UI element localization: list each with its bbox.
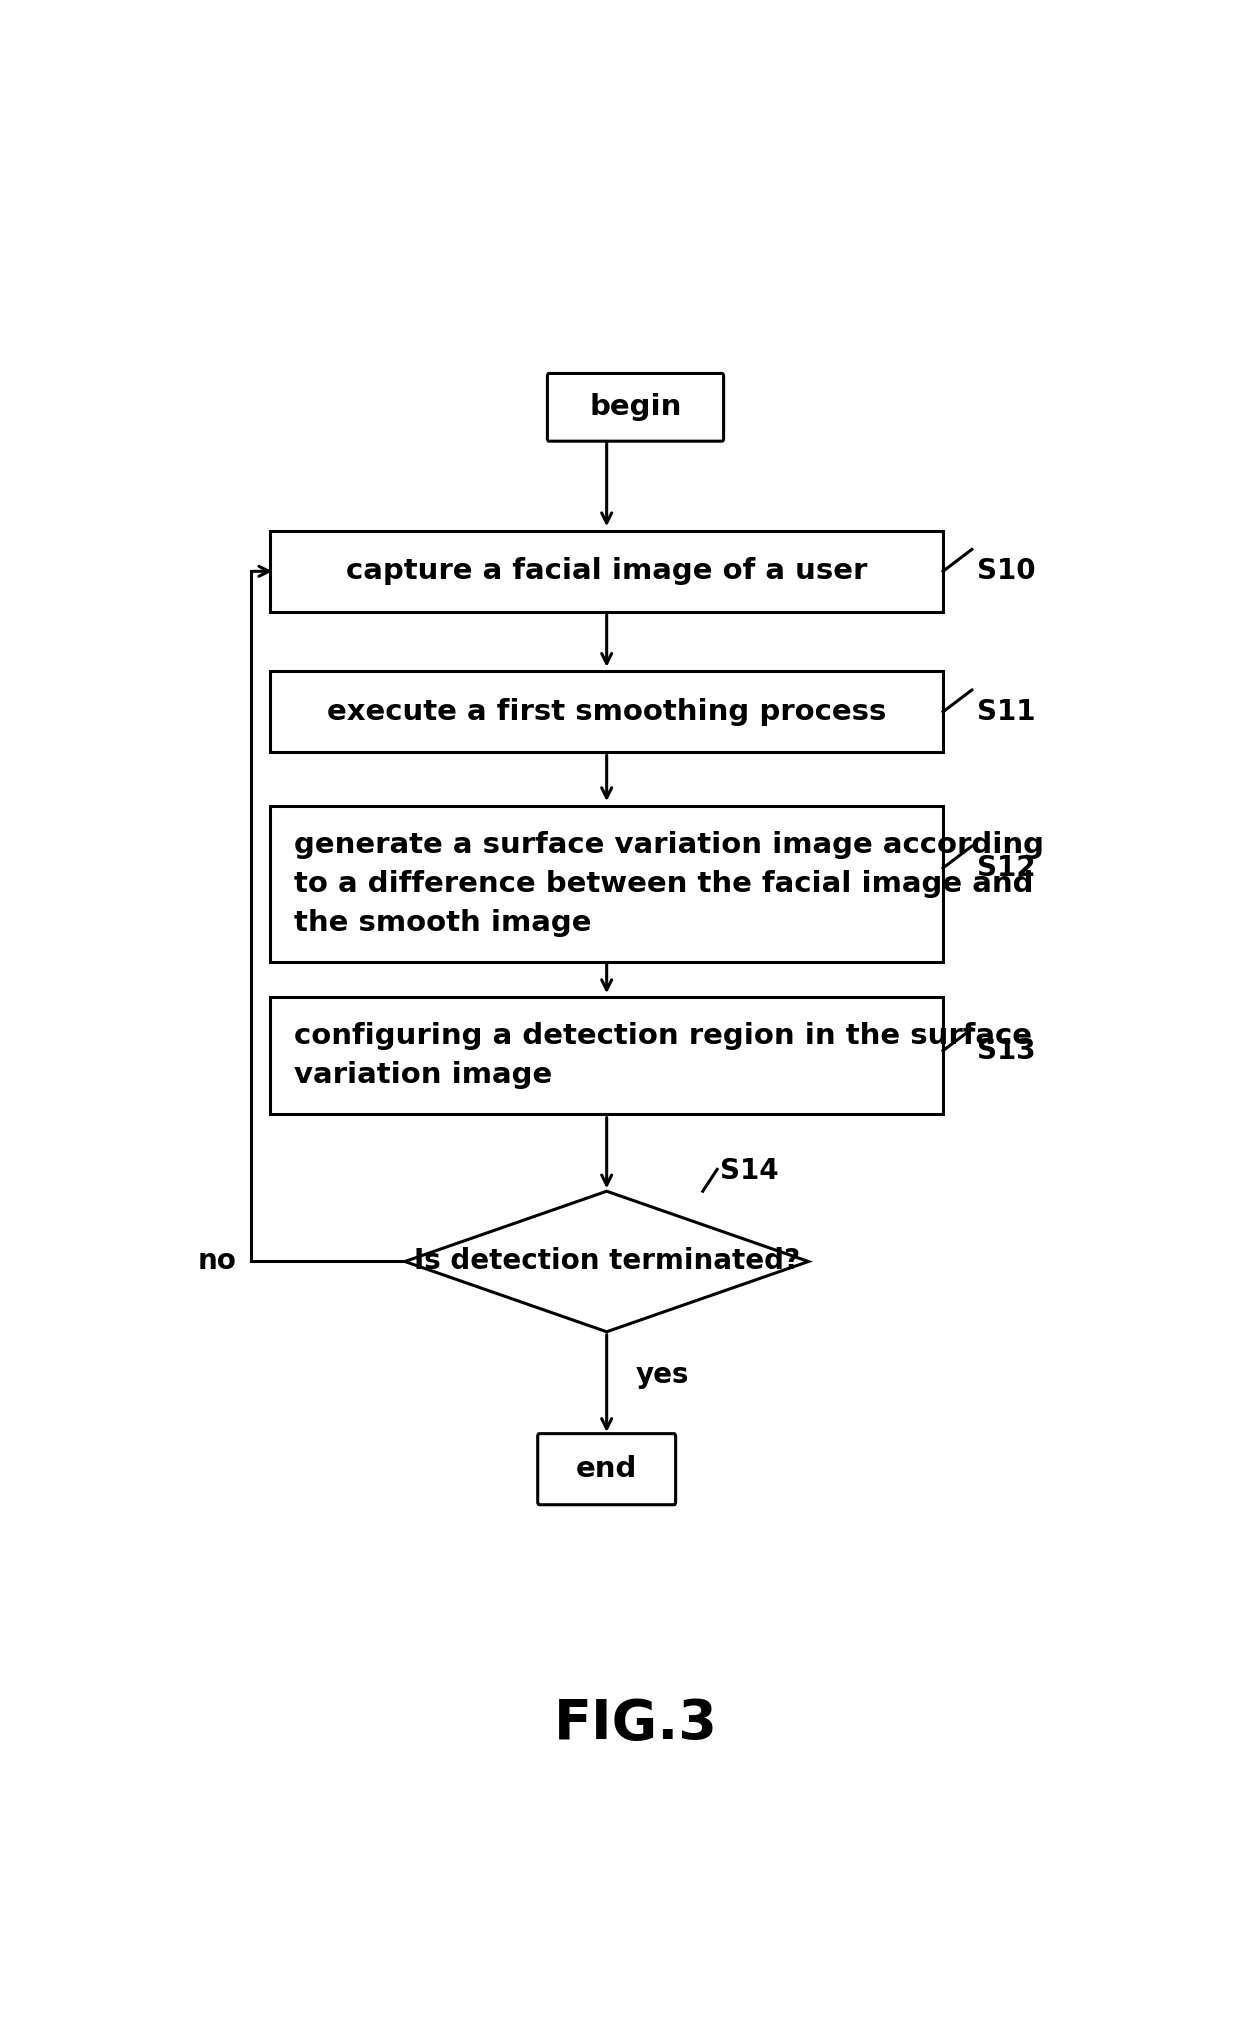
Bar [270,998,942,1113]
Text: no: no [198,1247,237,1276]
Text: Is detection terminated?: Is detection terminated? [414,1247,800,1276]
Text: end: end [577,1456,637,1482]
Text: capture a facial image of a user: capture a facial image of a user [346,558,867,586]
Text: yes: yes [635,1361,689,1389]
Bar [270,805,942,961]
Text: generate a surface variation image according
to a difference between the facial : generate a surface variation image accor… [294,831,1044,937]
Bar [270,671,942,752]
Text: S12: S12 [977,854,1035,882]
FancyBboxPatch shape [538,1434,676,1505]
Text: begin: begin [589,393,682,422]
Polygon shape [404,1190,808,1332]
Text: S11: S11 [977,698,1035,726]
Text: FIG.3: FIG.3 [553,1697,718,1750]
Text: S14: S14 [720,1156,779,1184]
Text: S10: S10 [977,558,1035,586]
Bar [270,531,942,612]
Text: execute a first smoothing process: execute a first smoothing process [327,698,887,726]
Text: S13: S13 [977,1036,1035,1065]
FancyBboxPatch shape [547,373,724,442]
Text: configuring a detection region in the surface
variation image: configuring a detection region in the su… [294,1022,1033,1089]
